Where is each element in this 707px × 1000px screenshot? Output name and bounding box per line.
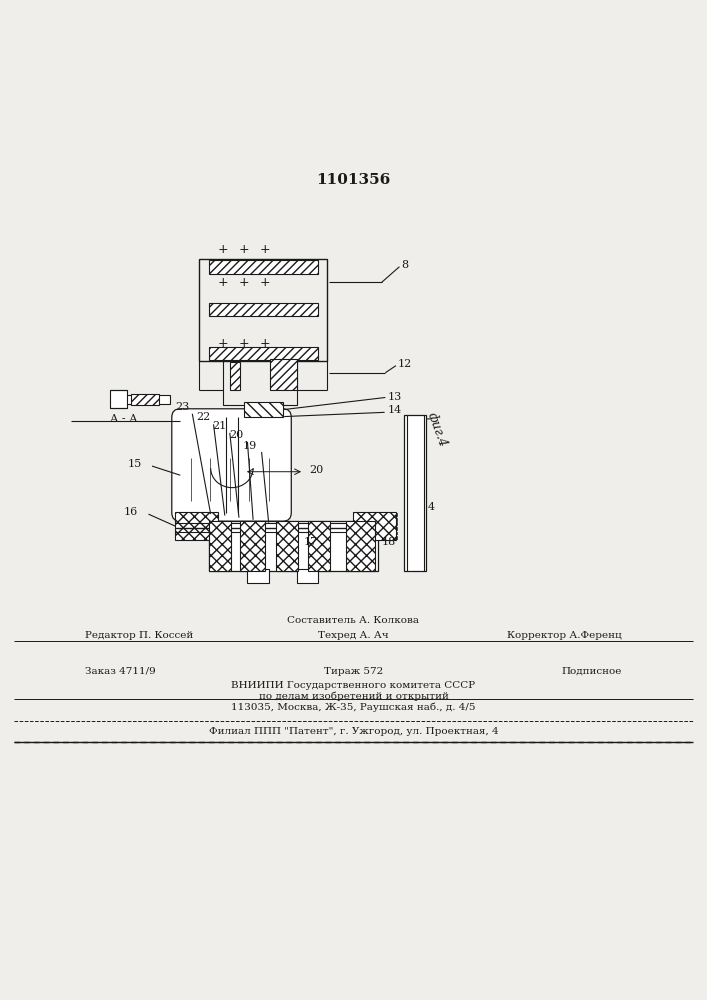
Bar <box>209 521 231 571</box>
Text: Техред А. Ач: Техред А. Ач <box>318 631 389 640</box>
Bar <box>297 569 318 583</box>
Text: 13: 13 <box>387 392 402 402</box>
Text: +: + <box>259 337 271 350</box>
Text: 20: 20 <box>309 465 323 475</box>
Bar <box>209 303 318 316</box>
Bar <box>131 394 159 405</box>
Text: +: + <box>217 276 228 289</box>
Bar <box>244 402 283 417</box>
Text: 18: 18 <box>382 537 396 547</box>
Bar <box>175 518 184 521</box>
Bar <box>346 521 375 571</box>
Text: 16: 16 <box>124 507 138 517</box>
Text: ВНИИПИ Государственного комитета СССР: ВНИИПИ Государственного комитета СССР <box>231 681 476 690</box>
Text: 12: 12 <box>398 359 412 369</box>
Bar <box>175 513 184 516</box>
Bar <box>110 390 127 408</box>
Bar <box>389 532 397 534</box>
Text: 1101356: 1101356 <box>316 173 391 187</box>
Text: 22: 22 <box>197 412 211 422</box>
Bar <box>270 359 297 390</box>
Text: +: + <box>217 243 228 256</box>
Text: 23: 23 <box>175 402 189 412</box>
Text: 21: 21 <box>212 421 226 431</box>
Text: по делам изобретений и открытий: по делам изобретений и открытий <box>259 692 448 701</box>
Text: 15: 15 <box>127 459 141 469</box>
Bar <box>240 521 265 571</box>
Bar <box>389 513 397 516</box>
Text: Заказ 4711/9: Заказ 4711/9 <box>85 667 156 676</box>
Text: 20: 20 <box>230 430 244 440</box>
Text: +: + <box>217 337 228 350</box>
Bar <box>308 521 330 571</box>
Text: +: + <box>238 243 250 256</box>
Bar <box>175 536 184 539</box>
Bar <box>209 347 318 360</box>
Bar <box>175 527 184 530</box>
Bar <box>404 415 426 571</box>
Bar <box>209 260 318 274</box>
Bar <box>389 527 397 530</box>
Text: Корректор А.Ференц: Корректор А.Ференц <box>508 631 622 640</box>
Text: Филиал ППП "Патент", г. Ужгород, ул. Проектная, 4: Филиал ППП "Патент", г. Ужгород, ул. Про… <box>209 727 498 736</box>
Text: 4: 4 <box>428 502 435 512</box>
Bar <box>175 532 184 534</box>
Bar <box>389 522 397 525</box>
Text: 17: 17 <box>304 537 318 547</box>
Text: +: + <box>238 276 250 289</box>
Bar <box>199 259 327 361</box>
Bar <box>175 512 218 540</box>
Bar <box>247 569 269 583</box>
Text: 113035, Москва, Ж-35, Раушская наб., д. 4/5: 113035, Москва, Ж-35, Раушская наб., д. … <box>231 702 476 712</box>
Text: А - А: А - А <box>110 414 137 424</box>
FancyBboxPatch shape <box>172 409 291 521</box>
Bar <box>175 522 184 525</box>
Text: 8: 8 <box>402 260 409 270</box>
Text: Составитель А. Колкова: Составитель А. Колкова <box>288 616 419 625</box>
Bar <box>354 512 396 540</box>
Bar <box>230 362 240 390</box>
Text: фиг.4: фиг.4 <box>424 410 449 448</box>
Text: Редактор П. Коссей: Редактор П. Коссей <box>85 631 193 640</box>
Bar <box>276 521 298 571</box>
Bar <box>223 359 297 405</box>
Text: +: + <box>259 243 271 256</box>
Text: Тираж 572: Тираж 572 <box>324 667 383 676</box>
Bar <box>389 518 397 521</box>
Text: 14: 14 <box>387 405 402 415</box>
Text: +: + <box>259 276 271 289</box>
Bar <box>120 395 170 404</box>
Text: +: + <box>238 337 250 350</box>
Bar <box>389 536 397 539</box>
Text: Подписное: Подписное <box>562 667 622 676</box>
Text: 19: 19 <box>243 441 257 451</box>
Bar <box>209 521 378 571</box>
